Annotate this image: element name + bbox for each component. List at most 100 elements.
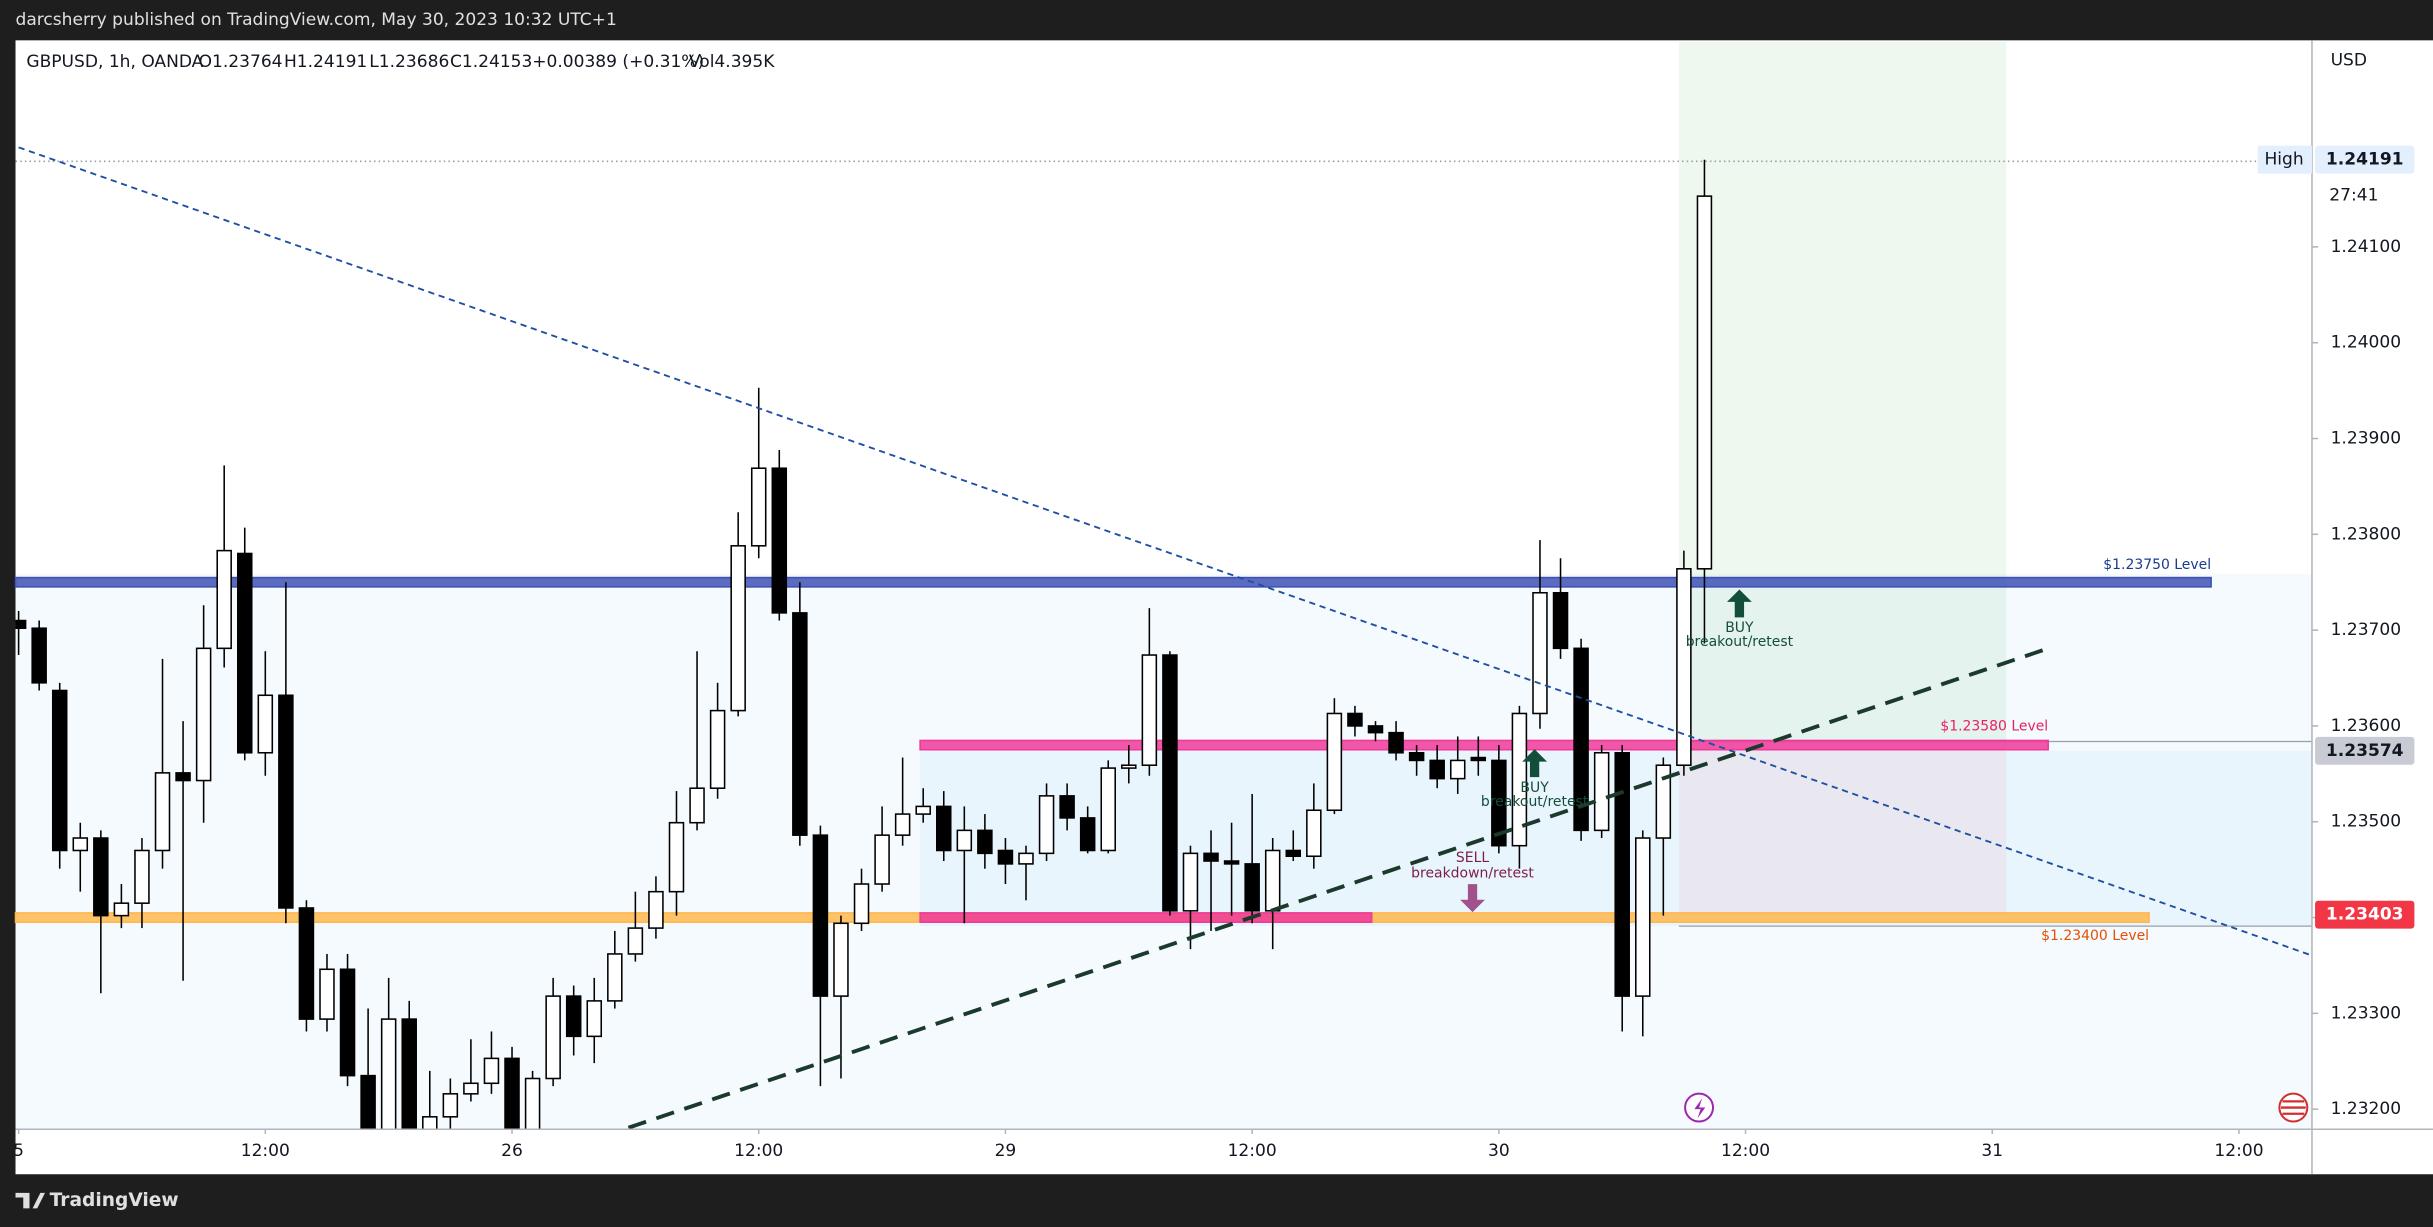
candle-body — [607, 953, 623, 1002]
candle-body — [1038, 795, 1055, 855]
candle-body — [504, 1057, 520, 1130]
legend-item: Vol4.395K — [689, 52, 775, 72]
price-tag — [2315, 145, 2415, 174]
candle-body — [1388, 731, 1404, 754]
stop-zone — [1678, 741, 2007, 916]
candle-body — [1511, 712, 1528, 847]
candle-body — [750, 467, 767, 547]
brand-logo — [15, 1192, 45, 1209]
candle-body — [380, 1018, 397, 1130]
countdown: 27:41 — [2329, 185, 2378, 205]
candle-body — [1162, 654, 1178, 912]
candle-body — [31, 627, 47, 684]
x-tick-label: 26 — [501, 1141, 523, 1161]
level-band — [919, 739, 2049, 751]
candle-body — [853, 883, 870, 925]
candle-body — [298, 907, 315, 1020]
candle-body — [483, 1057, 500, 1085]
x-tick-label: 30 — [1488, 1141, 1510, 1161]
legend-item: L1.23686 — [369, 52, 449, 72]
candle-body — [1264, 849, 1281, 912]
x-tick-label: 12:00 — [1721, 1141, 1770, 1161]
candles — [15, 159, 1713, 1130]
candle-body — [1532, 591, 1548, 715]
candle-body — [792, 612, 808, 836]
legend-item: H1.24191 — [284, 52, 367, 72]
buy-arrow — [1726, 589, 1752, 618]
candle-body — [1552, 591, 1569, 650]
legend-item: +0.00389 (+0.31%) — [532, 52, 704, 72]
candle-body — [1306, 809, 1322, 858]
x-tick-label: 12:00 — [734, 1141, 783, 1161]
brand: TradingView — [50, 1190, 179, 1211]
candle-body — [360, 1074, 376, 1130]
annotation-title: BUY — [1520, 780, 1549, 796]
candle-body — [401, 1018, 417, 1130]
candle-body — [278, 694, 294, 909]
candle-body — [956, 829, 973, 852]
candle-body — [997, 849, 1014, 865]
price-tag-label: 1.23403 — [2326, 905, 2404, 925]
candle-body — [1326, 712, 1343, 812]
legend-item: C1.24153 — [450, 52, 532, 72]
candle-body — [1347, 712, 1363, 727]
level-label: $1.23750 Level — [2103, 557, 2211, 573]
annotation-text: breakout/retest — [1686, 634, 1794, 650]
candle-body — [1059, 795, 1075, 819]
candle-body — [894, 813, 911, 836]
chart-panel — [15, 40, 2433, 1175]
candle-body — [668, 821, 685, 893]
legend-item: O1.23764 — [199, 52, 283, 72]
candle-body — [730, 545, 746, 712]
candle-body — [175, 772, 191, 782]
candle-body — [319, 968, 335, 1020]
x-tick-label: 12:00 — [2214, 1141, 2263, 1161]
candle-body — [586, 1000, 603, 1038]
y-tick-label: 1.23300 — [2331, 1003, 2402, 1023]
candle-body — [1100, 767, 1116, 852]
annotations: BUY breakout/retest BUY breakout/retest … — [1411, 589, 2309, 1123]
trendline-down — [18, 146, 2312, 957]
lightning — [1694, 1098, 1706, 1119]
candle-body — [812, 834, 829, 997]
candle-body — [113, 902, 130, 917]
candle-body — [689, 787, 705, 824]
price-tag-label: 1.23574 — [2326, 741, 2404, 761]
y-tick-label: 1.23900 — [2331, 429, 2402, 449]
candle-body — [51, 689, 68, 852]
x-tick-label: 5 — [13, 1141, 24, 1161]
level-band — [14, 576, 2212, 588]
candle-body — [1244, 863, 1260, 912]
candle-body — [72, 837, 89, 852]
levels: $1.23750 Level $1.23580 Level $1.23400 Lev… — [14, 557, 2212, 944]
x-tick-label: 12:00 — [241, 1141, 290, 1161]
candle-body — [134, 849, 150, 904]
candle-body — [1285, 849, 1302, 858]
candle-body — [257, 694, 274, 754]
candle-body — [977, 829, 993, 855]
annotation-text: breakout/retest — [1481, 794, 1589, 810]
candle-body — [422, 1116, 438, 1130]
candle-body — [1079, 817, 1096, 852]
legend-item: GBPUSD, 1h, OANDA — [26, 52, 203, 72]
candle-body — [1203, 852, 1219, 862]
trendlines — [18, 146, 2312, 1130]
candle-body — [216, 549, 232, 650]
y-tick-label: 1.24100 — [2331, 237, 2402, 257]
candle-body — [1676, 568, 1692, 766]
price-tag-name-box — [2257, 145, 2312, 174]
candle-body — [1121, 764, 1137, 769]
currency: USD — [2331, 50, 2367, 70]
candle-body — [1367, 725, 1384, 734]
candle-body — [833, 922, 849, 997]
price-tag-label: 1.24191 — [2326, 150, 2404, 170]
y-tick-label: 1.23600 — [2331, 716, 2402, 736]
price-tag — [2315, 900, 2415, 929]
x-tick-label: 29 — [995, 1141, 1017, 1161]
candle-body — [648, 890, 664, 929]
y-tick-label: 1.23700 — [2331, 620, 2402, 640]
candle-body — [154, 772, 171, 852]
candle-body — [1593, 751, 1610, 832]
range-band — [919, 912, 1373, 923]
